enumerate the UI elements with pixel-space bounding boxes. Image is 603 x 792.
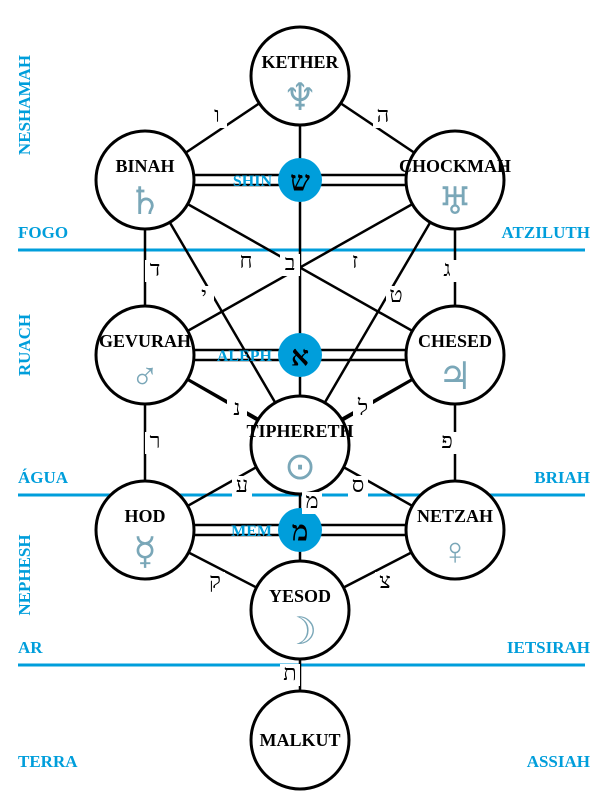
sephira-label: GEVURAH (99, 331, 191, 351)
hebrew-letter: ת (283, 660, 296, 685)
tree-of-life-diagram: KETHER ♆ CHOCKMAH ♅ BINAH ♄ CHESED ♃ GEVURAH ♂ TIP… (0, 0, 603, 792)
sephira-label: MALKUT (260, 730, 341, 750)
element-label: AR (18, 638, 43, 657)
planet-glyph: ☽ (283, 611, 317, 653)
world-label: ASSIAH (527, 752, 590, 771)
planet-glyph: ♂ (131, 356, 160, 398)
soul-label: NEPHESH (15, 534, 34, 615)
element-label: ÁGUA (18, 468, 69, 487)
sephira-label: HOD (124, 506, 165, 526)
soul-label: NESHAMAH (15, 55, 34, 155)
hebrew-letter: ר (150, 428, 161, 453)
world-label: ATZILUTH (502, 223, 591, 242)
planet-glyph: ♄ (128, 181, 162, 223)
soul-label: RUACH (15, 314, 34, 376)
sephira-yesod: YESOD ☽ (251, 561, 349, 659)
sephira-label: YESOD (269, 586, 331, 606)
element-label: FOGO (18, 223, 68, 242)
sephira-chesed: CHESED ♃ (406, 306, 504, 404)
planet-glyph: ⊙ (284, 446, 316, 488)
hebrew-letter: ל (357, 395, 368, 420)
sephira-label: NETZAH (417, 506, 493, 526)
mother-hebrew: א (291, 342, 309, 373)
sephira-label: CHOCKMAH (399, 156, 511, 176)
hebrew-letter: ז (352, 248, 358, 273)
planet-glyph: ♃ (438, 356, 472, 398)
mother-hebrew: מ (292, 517, 309, 548)
hebrew-letter: ח (239, 248, 252, 273)
hebrew-letter: ס (352, 472, 365, 497)
mother-label: MEM (231, 523, 272, 540)
hebrew-letter: ו (214, 102, 220, 127)
sephira-binah: BINAH ♄ (96, 131, 194, 229)
hebrew-letter: ב (285, 250, 296, 275)
hebrew-letter: ה (377, 102, 390, 127)
sephira-label: KETHER (261, 52, 339, 72)
sephira-malkut: MALKUT (251, 691, 349, 789)
hebrew-letter: מ (305, 488, 318, 513)
sephira-gevurah: GEVURAH ♂ (96, 306, 194, 404)
world-label: IETSIRAH (507, 638, 590, 657)
planet-glyph: ♀ (441, 531, 470, 573)
hebrew-letter: י (201, 282, 207, 307)
sephira-label: BINAH (115, 156, 174, 176)
sephira-kether: KETHER ♆ (251, 27, 349, 125)
hebrew-letter: ע (236, 472, 248, 497)
hebrew-letter: ק (209, 568, 221, 593)
hebrew-letter: נ (233, 395, 240, 420)
mother-label: ALEPH (217, 348, 273, 365)
element-label: TERRA (18, 752, 78, 771)
planet-glyph: ♆ (283, 77, 317, 119)
sephira-hod: HOD ☿ (96, 481, 194, 579)
hebrew-letter: ד (150, 256, 161, 281)
world-label: BRIAH (534, 468, 590, 487)
hebrew-letter: ג (443, 256, 450, 281)
mother-label: SHIN (233, 173, 273, 190)
mother-hebrew: ש (290, 167, 310, 198)
sephira-label: CHESED (418, 331, 492, 351)
hebrew-letter: ט (389, 282, 402, 307)
sephira-netzah: NETZAH ♀ (406, 481, 504, 579)
hebrew-letter: פ (441, 428, 453, 453)
planet-glyph: ♅ (438, 181, 472, 223)
sephira-label: TIPHERETH (246, 421, 353, 441)
hebrew-letter: צ (379, 568, 391, 593)
planet-glyph: ☿ (133, 531, 156, 573)
